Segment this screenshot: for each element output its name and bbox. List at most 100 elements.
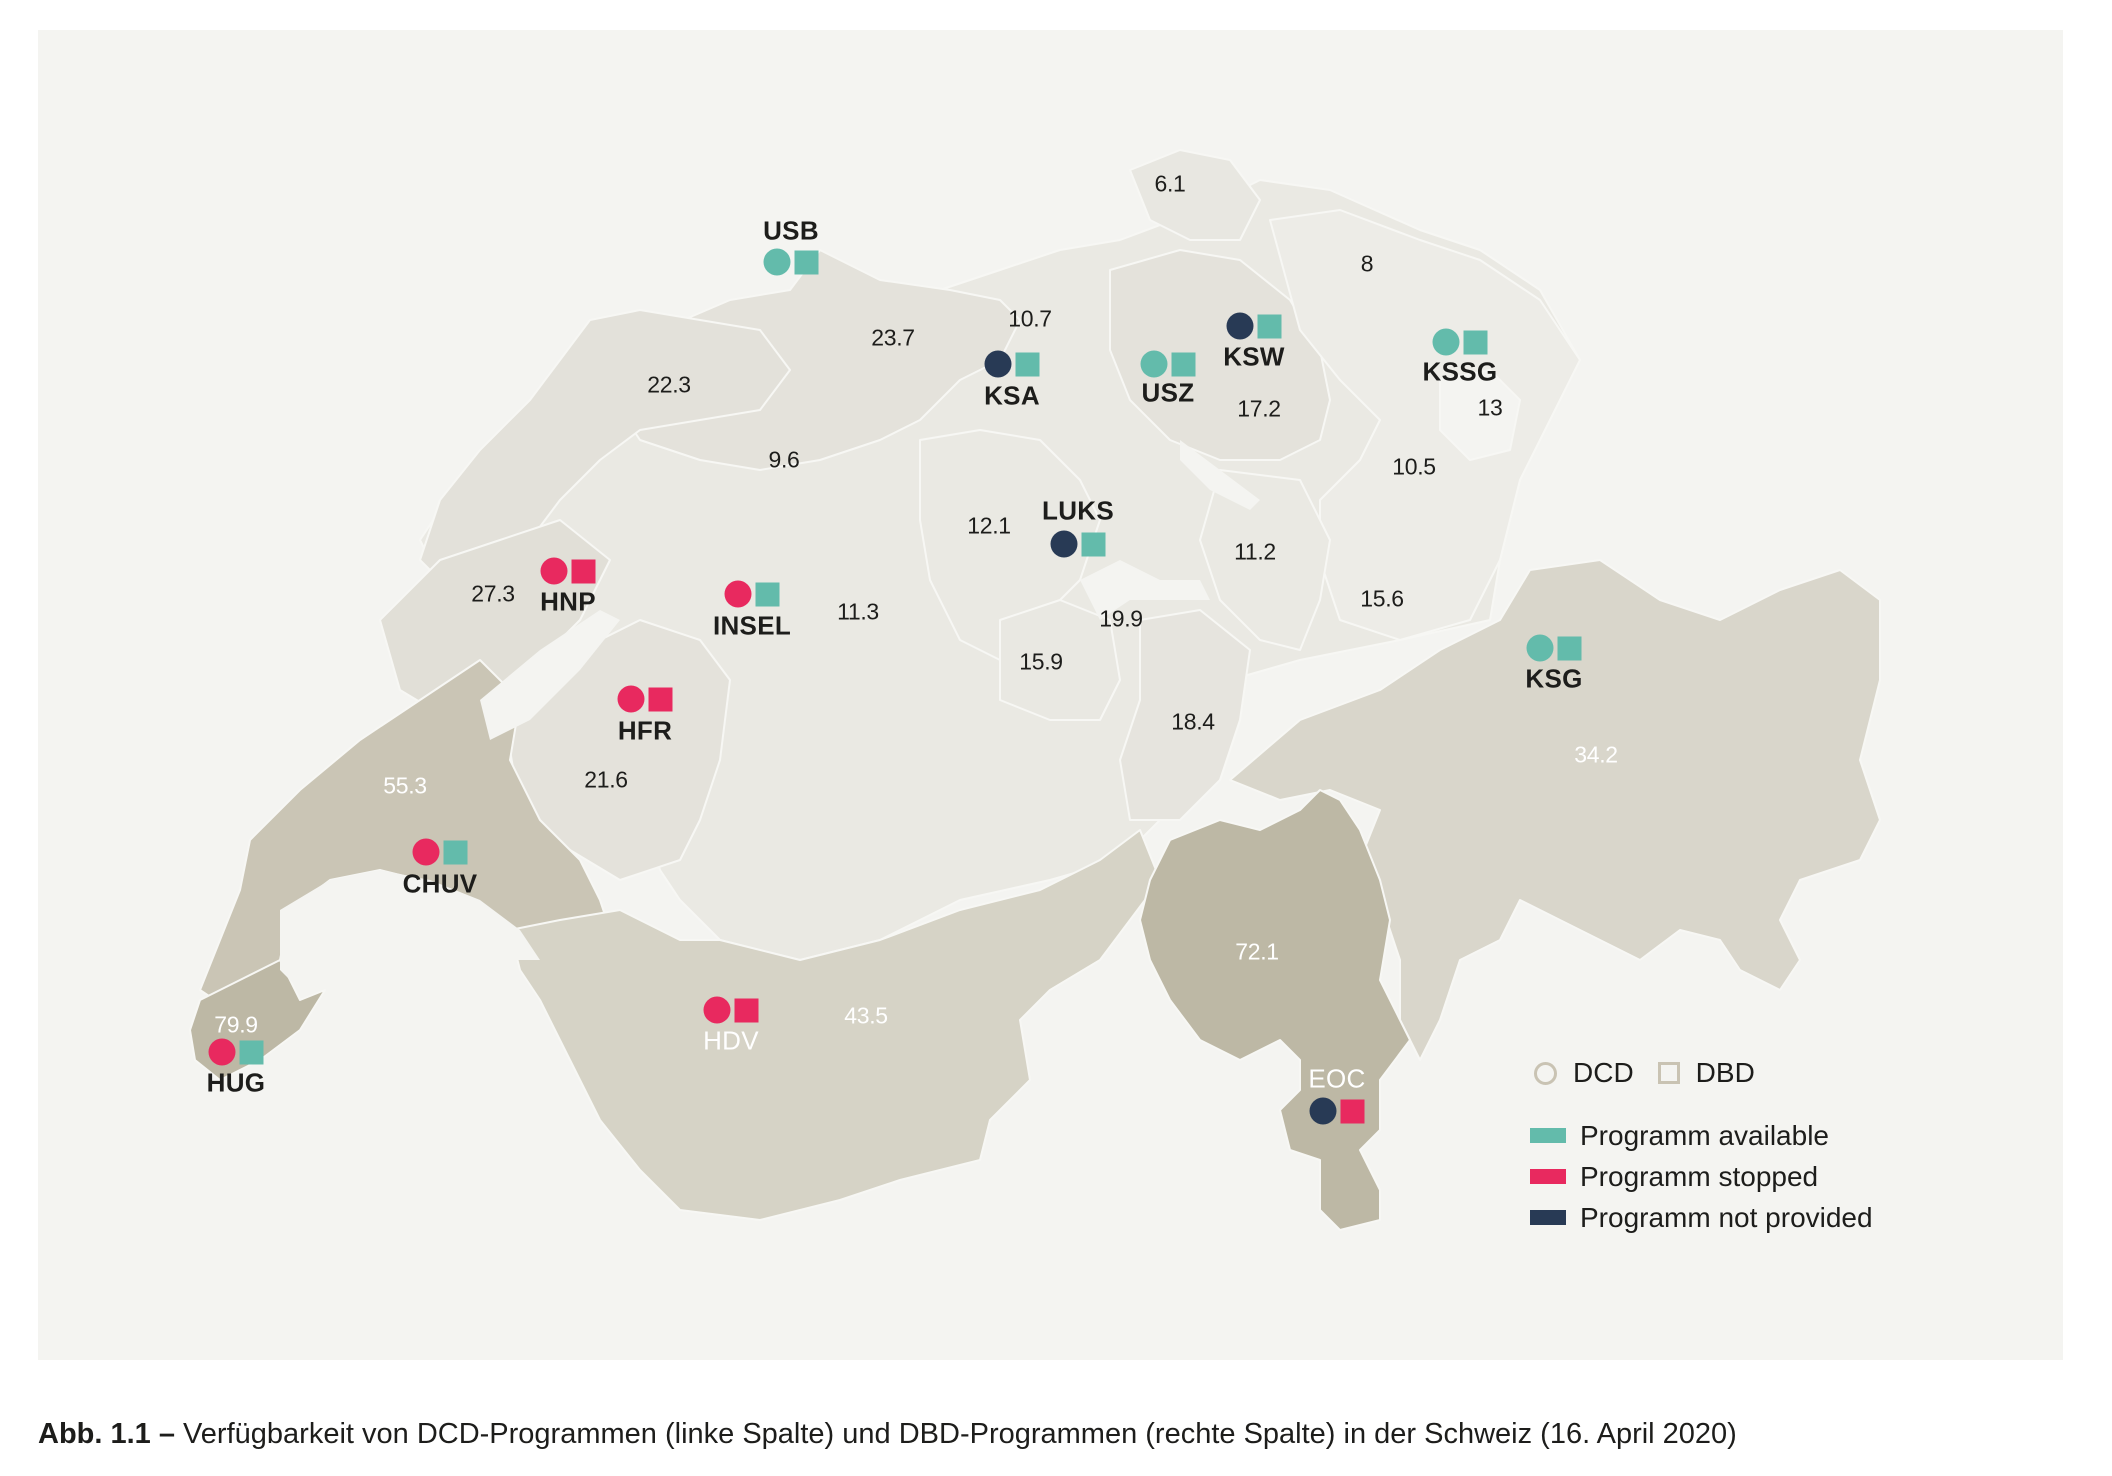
dbd-status-square-icon (1463, 330, 1488, 354)
hospital-label: EOC (1308, 1063, 1366, 1094)
region-value: 10.7 (1008, 305, 1052, 332)
hospital-label: LUKS (1042, 495, 1114, 526)
legend-item-not-provided: Programm not provided (1530, 1197, 1873, 1238)
legend-stopped-label: Programm stopped (1580, 1160, 1819, 1192)
dbd-status-square-icon (1171, 352, 1196, 376)
region-value: 15.6 (1360, 585, 1404, 612)
region-value: 13 (1477, 394, 1503, 421)
hospital-marker-hug (208, 1038, 264, 1066)
dbd-status-square-icon (734, 998, 759, 1022)
dcd-status-circle-icon (984, 350, 1012, 378)
hospital-marker-eoc (1309, 1097, 1365, 1125)
hospital-label: USZ (1141, 377, 1195, 408)
hospital-marker-luks (1050, 530, 1106, 558)
caption-prefix: Abb. 1.1 – (38, 1418, 175, 1450)
dcd-status-circle-icon (763, 248, 791, 276)
dbd-status-square-icon (239, 1040, 264, 1064)
legend-item-available: Programm available (1530, 1115, 1873, 1156)
hospital-marker-usz (1140, 350, 1196, 378)
dcd-circle-icon (1534, 1061, 1557, 1085)
region-value: 43.5 (844, 1002, 888, 1029)
stopped-swatch-icon (1530, 1169, 1566, 1184)
hospital-marker-hfr (617, 685, 673, 713)
lake-lucerne (1080, 560, 1210, 620)
hospital-marker-ksg (1526, 634, 1582, 662)
dbd-status-square-icon (755, 582, 780, 606)
region-value: 15.9 (1019, 648, 1063, 675)
legend-dbd-label: DBD (1695, 1057, 1755, 1088)
region-value: 17.2 (1237, 395, 1281, 422)
dbd-square-icon (1657, 1062, 1680, 1084)
hospital-marker-hnp (540, 557, 596, 585)
region-value: 12.1 (967, 512, 1011, 539)
region-value: 22.3 (647, 371, 691, 398)
hospital-marker-hdv (703, 996, 759, 1024)
hospital-label: HUG (206, 1067, 266, 1098)
legend-dcd-label: DCD (1573, 1057, 1634, 1088)
region-value: 10.5 (1392, 453, 1436, 480)
dbd-status-square-icon (794, 250, 819, 274)
hospital-label: KSA (984, 380, 1040, 411)
dcd-status-circle-icon (1226, 312, 1254, 340)
hospital-label: KSG (1525, 663, 1583, 694)
hospital-marker-usb (763, 248, 819, 276)
region-value: 27.3 (471, 580, 515, 607)
dcd-status-circle-icon (1526, 634, 1554, 662)
dcd-status-circle-icon (1050, 530, 1078, 558)
hospital-label: CHUV (402, 868, 478, 899)
region-thurgau-stgallen (1269, 209, 1581, 641)
dcd-status-circle-icon (540, 557, 568, 585)
hospital-marker-chuv (412, 838, 468, 866)
dbd-status-square-icon (571, 559, 596, 583)
hospital-label: KSSG (1422, 356, 1498, 387)
region-value: 11.2 (1234, 538, 1276, 565)
hospital-marker-ksw (1226, 312, 1282, 340)
region-value: 19.9 (1099, 605, 1143, 632)
region-value: 18.4 (1171, 708, 1215, 735)
region-uri (1119, 609, 1251, 821)
region-value: 21.6 (584, 766, 628, 793)
region-graubuenden (1229, 559, 1881, 1061)
dcd-status-circle-icon (1432, 328, 1460, 356)
lake-geneva (280, 870, 540, 990)
region-ticino (1139, 789, 1411, 1231)
legend-not-provided-label: Programm not provided (1580, 1201, 1873, 1233)
hospital-marker-ksa (984, 350, 1040, 378)
region-valais (509, 829, 1161, 1221)
dcd-status-circle-icon (724, 580, 752, 608)
region-value: 72.1 (1235, 938, 1279, 965)
caption-text: Verfügbarkeit von DCD-Programmen (linke … (175, 1418, 1737, 1450)
dcd-status-circle-icon (412, 838, 440, 866)
region-value: 6.1 (1154, 170, 1186, 197)
region-schaffhausen (1129, 149, 1261, 241)
lake-zurich (1180, 440, 1260, 510)
dcd-status-circle-icon (617, 685, 645, 713)
figure-caption: Abb. 1.1 – Verfügbarkeit von DCD-Program… (38, 1418, 1737, 1451)
region-value: 11.3 (837, 598, 879, 625)
region-value: 23.7 (871, 324, 915, 351)
region-value: 55.3 (383, 772, 427, 799)
region-value: 79.9 (214, 1011, 258, 1038)
region-value: 34.2 (1574, 741, 1618, 768)
legend: DCD DBD Programm available Programm stop… (1530, 1055, 1873, 1238)
dbd-status-square-icon (1081, 532, 1106, 556)
dbd-status-square-icon (648, 687, 673, 711)
dcd-status-circle-icon (703, 996, 731, 1024)
region-schwyz-glarus (1199, 469, 1331, 651)
lake-neuchatel (480, 610, 620, 740)
legend-available-label: Programm available (1580, 1119, 1829, 1151)
hospital-label: HNP (540, 586, 596, 617)
available-swatch-icon (1530, 1128, 1566, 1143)
legend-shape-row: DCD DBD (1530, 1055, 1873, 1091)
hospital-label: HFR (617, 715, 673, 746)
dcd-status-circle-icon (1309, 1097, 1337, 1125)
dcd-status-circle-icon (1140, 350, 1168, 378)
region-value: 9.6 (768, 446, 800, 473)
region-value: 8 (1360, 250, 1374, 277)
region-nidwalden-obwalden (999, 599, 1121, 721)
not-provided-swatch-icon (1530, 1210, 1566, 1225)
dbd-status-square-icon (1257, 314, 1282, 338)
hospital-marker-kssg (1432, 328, 1488, 356)
hospital-label: HDV (703, 1025, 759, 1056)
region-zurich (1109, 249, 1331, 461)
